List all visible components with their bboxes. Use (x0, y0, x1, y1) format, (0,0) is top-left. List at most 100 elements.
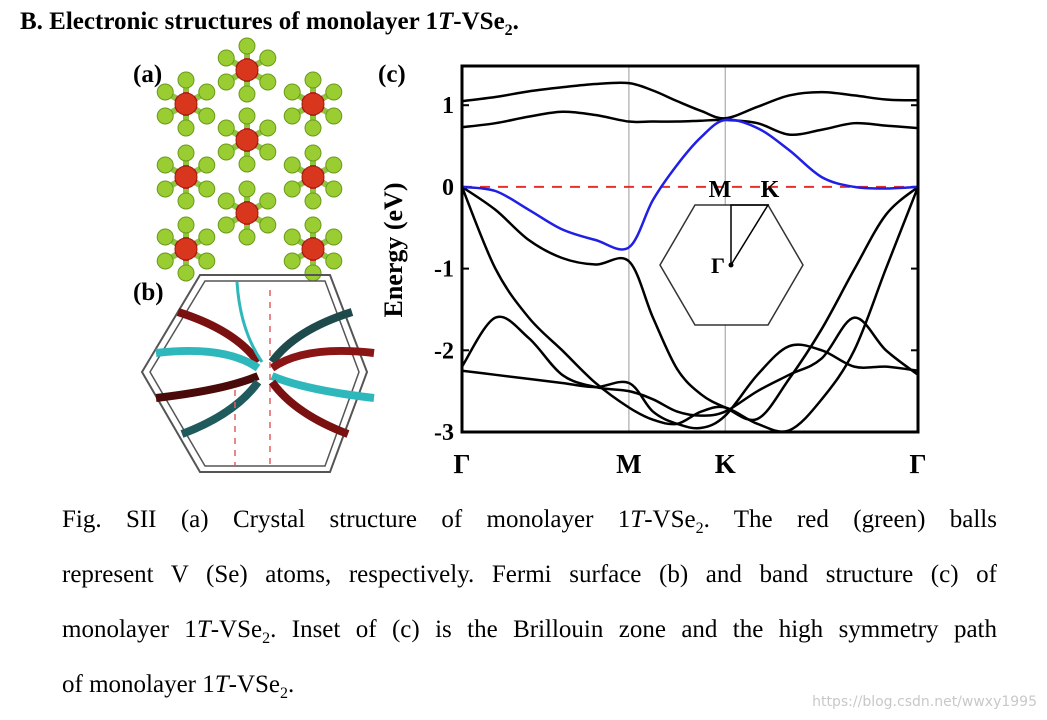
text-run: . (288, 671, 295, 698)
text-run: 2 (695, 520, 704, 537)
se-atom (259, 119, 277, 137)
caption-line: represent V (Se) atoms, respectively. Fe… (62, 555, 997, 610)
crystal-structure (156, 37, 343, 282)
text-run: Fig. SII (a) Crystal structure of monola… (62, 506, 631, 533)
se-atom (259, 73, 277, 91)
brillouin-zone (659, 204, 804, 326)
x-tick-label: K (715, 449, 736, 479)
inset-label: Γ (711, 253, 725, 278)
text-run: T (630, 506, 645, 533)
text-run: -VSe (453, 8, 505, 35)
se-atom (325, 156, 343, 174)
figure: (a) (b) (c) Γ M K Γ -3 -2 -1 0 1 Energy (eV) M K… (133, 37, 927, 479)
heading: B. Electronic structures of monolayer 1T… (20, 8, 519, 40)
se-atom (217, 119, 235, 137)
se-atom (259, 49, 277, 67)
se-atom (156, 83, 174, 101)
text-run: 2 (262, 630, 271, 647)
se-atom (304, 192, 322, 210)
se-atom (304, 144, 322, 162)
se-atom (238, 37, 256, 55)
se-atom (304, 119, 322, 137)
band (462, 110, 918, 137)
se-atom (238, 107, 256, 125)
se-atom (283, 156, 301, 174)
se-atom (217, 216, 235, 234)
v-atom (174, 165, 198, 189)
x-tick-label: Γ (453, 449, 470, 479)
se-atom (156, 252, 174, 270)
plot-frame (460, 64, 920, 434)
v-atom (301, 237, 325, 261)
caption-line: of monolayer 1T-VSe2. (62, 665, 997, 720)
v-atom (235, 128, 259, 152)
se-atom (156, 228, 174, 246)
se-atom (198, 107, 216, 125)
se-atom (177, 71, 195, 89)
se-atom (238, 228, 256, 246)
se-atom (198, 83, 216, 101)
se-atom (177, 119, 195, 137)
band (462, 81, 918, 120)
se-atom (156, 180, 174, 198)
text-run: . Inset of (c) is the Brillouin zone and… (270, 616, 997, 643)
se-atom (259, 192, 277, 210)
panel-label: (a) (133, 61, 162, 88)
text-run: -VSe (210, 616, 263, 643)
text-run: of monolayer 1 (62, 671, 215, 698)
band (462, 118, 918, 251)
se-atom (325, 107, 343, 125)
text-run: T (196, 616, 211, 643)
text-run: represent V (Se) atoms, respectively. Fe… (62, 561, 997, 588)
text-run: 2 (504, 22, 513, 39)
se-atom (325, 180, 343, 198)
se-atom (238, 180, 256, 198)
se-atom (217, 143, 235, 161)
band-structure: Γ M K Γ -3 -2 -1 0 1 (434, 64, 927, 479)
y-tick-label: 0 (442, 175, 454, 201)
se-atom (283, 107, 301, 125)
text-run: . The red (green) balls (703, 506, 997, 533)
se-atom (198, 228, 216, 246)
v-atom (301, 165, 325, 189)
se-atom (325, 83, 343, 101)
band (462, 343, 918, 430)
se-atom (177, 264, 195, 282)
panel-label: (b) (133, 279, 164, 306)
inset-label: M (709, 177, 732, 203)
y-tick-label: -1 (434, 257, 454, 283)
se-atom (217, 73, 235, 91)
band (462, 315, 918, 417)
se-atom (283, 180, 301, 198)
se-atom (198, 180, 216, 198)
inset-label: K (761, 177, 780, 203)
se-atom (217, 49, 235, 67)
text-run: 2 (280, 685, 289, 702)
v-atom (235, 58, 259, 82)
caption-line: monolayer 1T-VSe2. Inset of (c) is the B… (62, 610, 997, 665)
text-run: monolayer 1 (62, 616, 197, 643)
se-atom (325, 252, 343, 270)
se-atom (177, 216, 195, 234)
se-atom (283, 252, 301, 270)
watermark: https://blog.csdn.net/wwxy1995 (812, 694, 1037, 710)
se-atom (177, 192, 195, 210)
y-tick-label: -2 (434, 338, 454, 364)
v-atom (174, 237, 198, 261)
se-atom (325, 228, 343, 246)
caption: Fig. SII (a) Crystal structure of monola… (62, 500, 997, 720)
se-atom (198, 252, 216, 270)
v-atom (235, 201, 259, 225)
se-atom (283, 228, 301, 246)
se-atom (156, 156, 174, 174)
x-tick-label: Γ (909, 449, 926, 479)
y-tick-label: 1 (442, 93, 454, 119)
band (462, 185, 918, 422)
panel-label: (c) (378, 61, 406, 88)
v-atom (174, 92, 198, 116)
fermi-surface (140, 274, 375, 473)
se-atom (259, 143, 277, 161)
y-axis-label: Energy (eV) (379, 182, 408, 317)
y-tick-label: -3 (434, 420, 454, 446)
